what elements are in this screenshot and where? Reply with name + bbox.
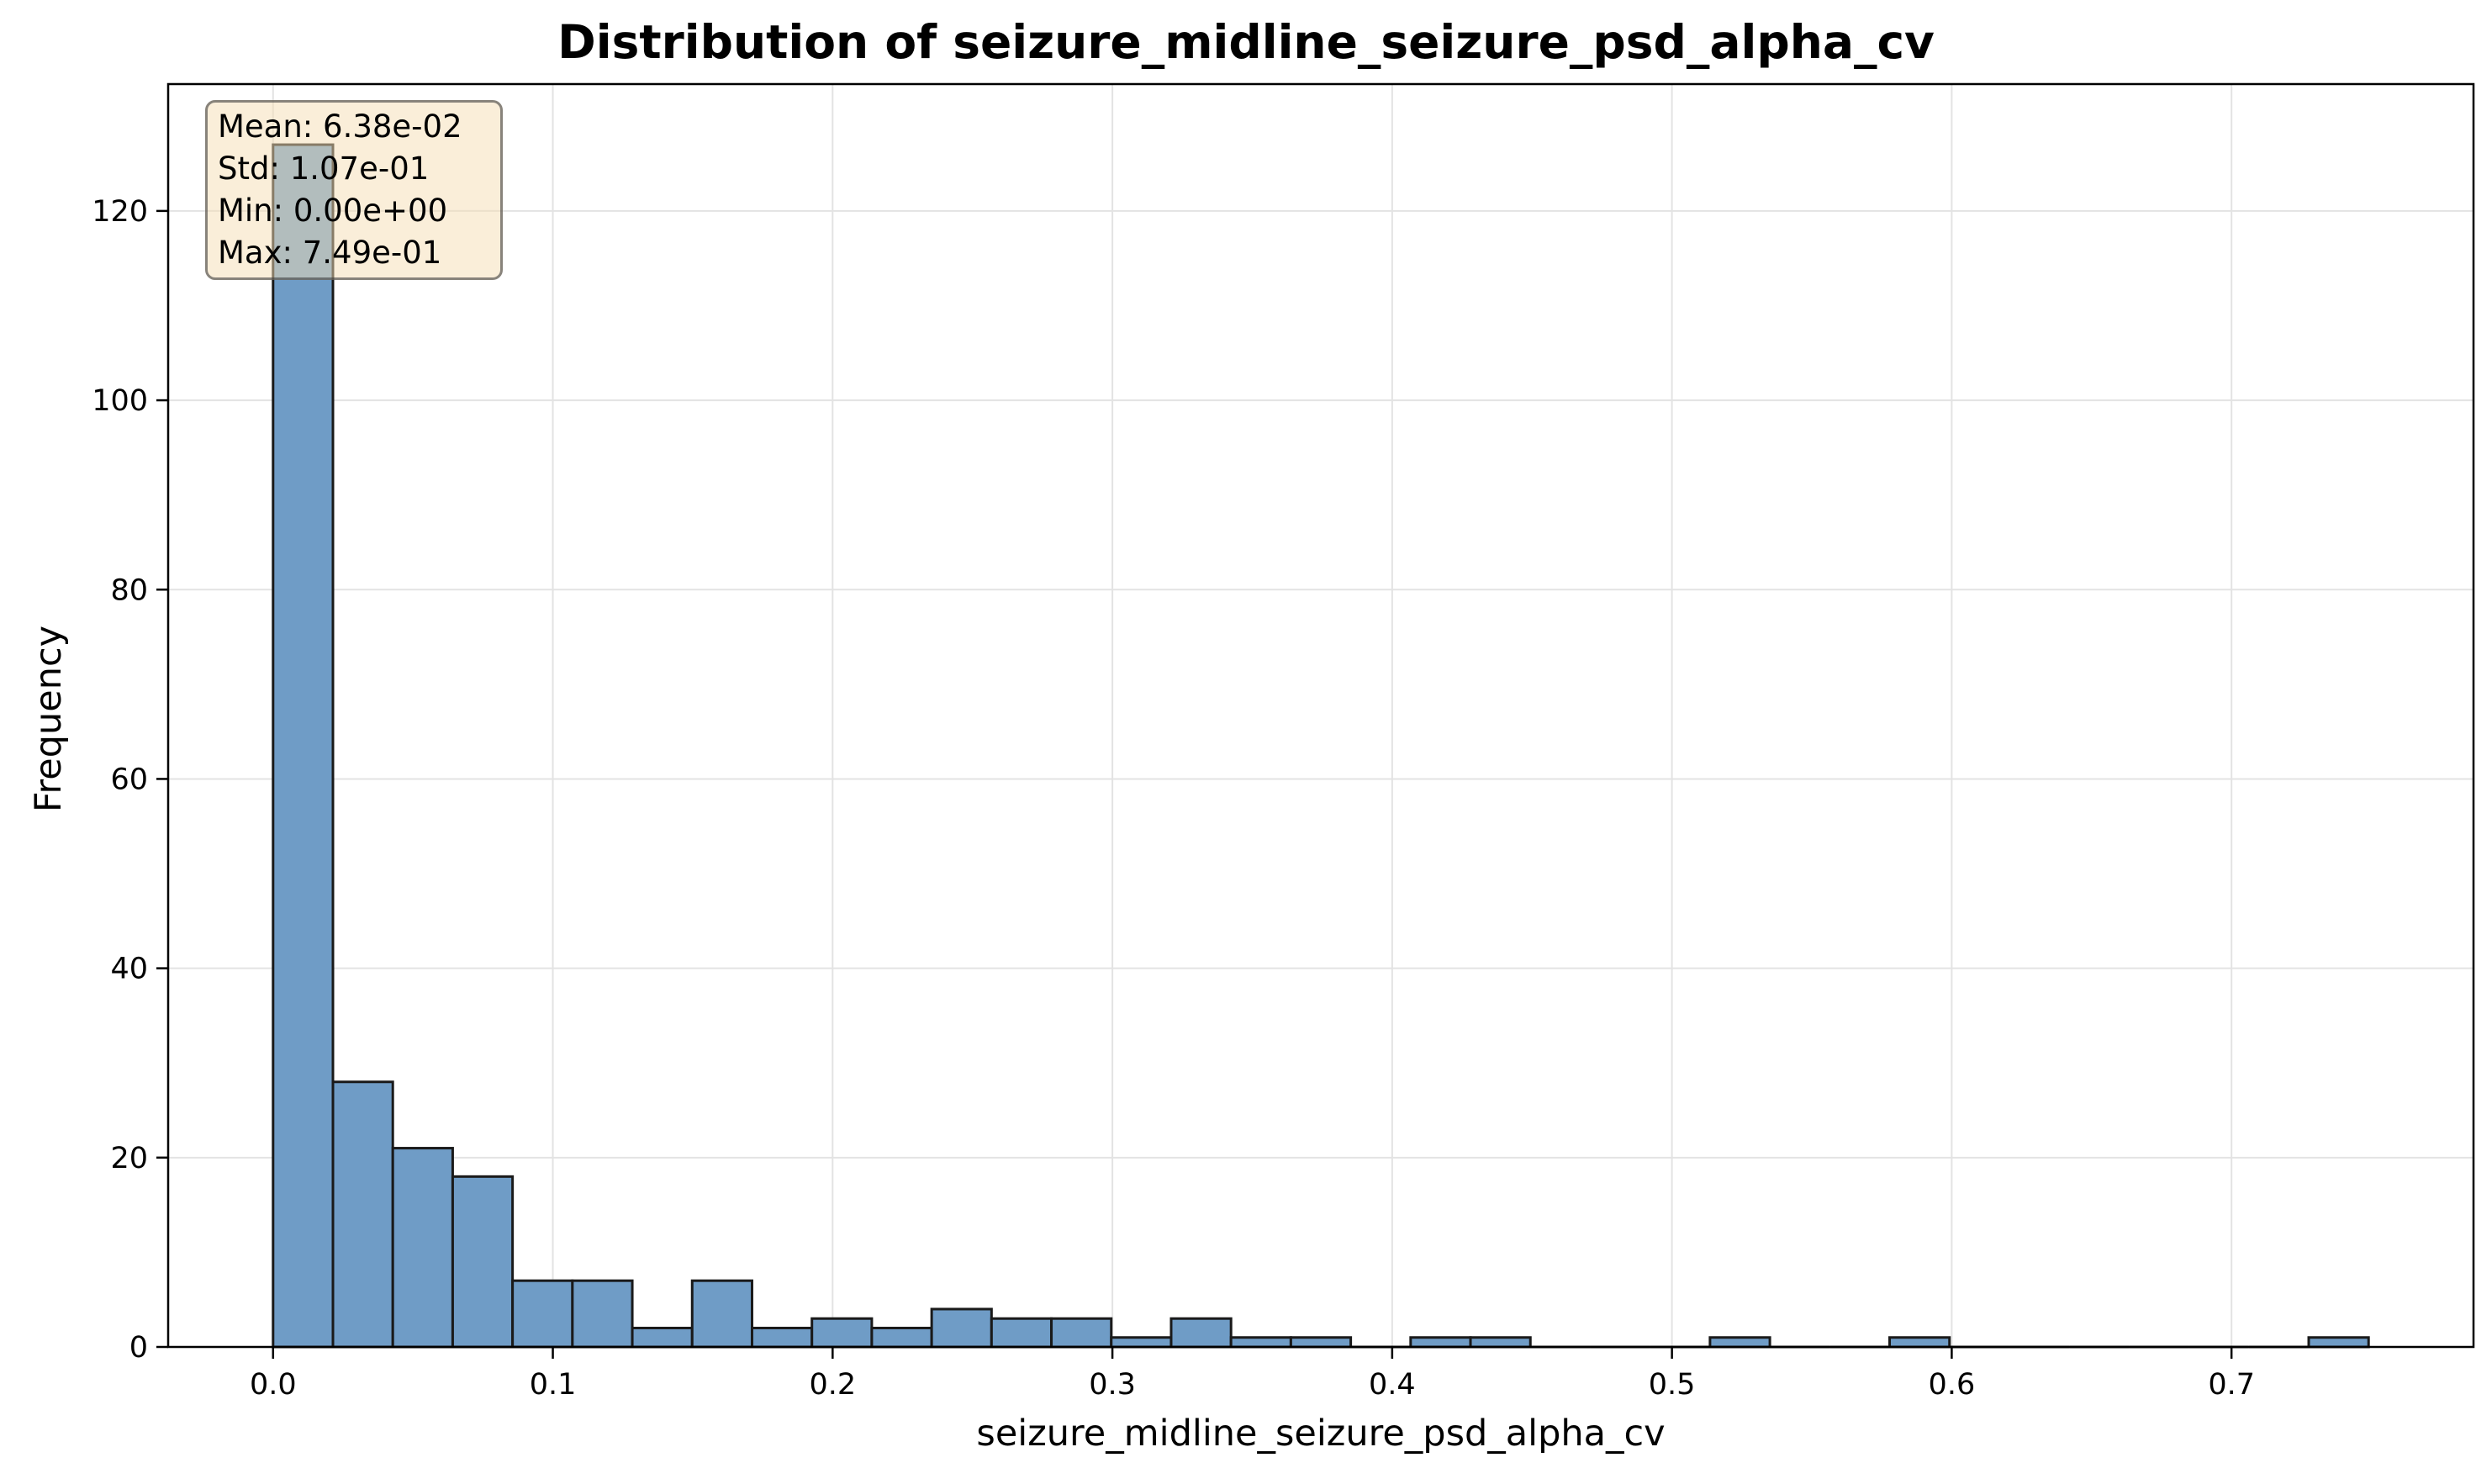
- histogram-bar: [1469, 1336, 1532, 1349]
- axes-frame: [166, 82, 2475, 1349]
- histogram-bar: [1409, 1336, 1472, 1349]
- histogram-bar: [1169, 1317, 1233, 1349]
- histogram-bar: [690, 1279, 753, 1349]
- x-tick-label: 0.6: [1929, 1368, 1976, 1402]
- y-tick-label: 60: [110, 763, 148, 796]
- histogram-bar: [870, 1326, 933, 1349]
- x-axis-label: seizure_midline_seizure_psd_alpha_cv: [976, 1413, 1666, 1455]
- stats-min: Min: 0.00e+00: [218, 193, 448, 229]
- y-tick-label: 80: [110, 573, 148, 607]
- x-tick-label: 0.0: [250, 1368, 297, 1402]
- histogram-bar: [1888, 1336, 1951, 1349]
- histogram-bar: [272, 143, 335, 1349]
- stats-std: Std: 1.07e-01: [218, 151, 430, 187]
- histogram-bar: [1229, 1336, 1292, 1349]
- histogram-bar: [1708, 1336, 1771, 1349]
- histogram-bar: [930, 1307, 993, 1349]
- histogram-bar: [810, 1317, 874, 1349]
- histogram-bar: [511, 1279, 574, 1349]
- histogram-bar: [1050, 1317, 1113, 1349]
- histogram-bar: [2307, 1336, 2370, 1349]
- stats-mean: Mean: 6.38e-02: [218, 108, 462, 145]
- y-tick-label: 0: [129, 1331, 148, 1365]
- chart-title: Distribution of seizure_midline_seizure_…: [557, 15, 1935, 69]
- y-tick-label: 40: [110, 953, 148, 986]
- x-tick-label: 0.5: [1649, 1368, 1696, 1402]
- histogram-bar: [451, 1175, 515, 1349]
- histogram-bar: [990, 1317, 1053, 1349]
- x-tick-label: 0.2: [809, 1368, 856, 1402]
- stats-box: Mean: 6.38e-02 Std: 1.07e-01 Min: 0.00e+…: [205, 100, 503, 280]
- x-tick-label: 0.1: [530, 1368, 577, 1402]
- y-axis-label: Frequency: [28, 625, 70, 813]
- stats-max: Max: 7.49e-01: [218, 235, 442, 271]
- x-tick-label: 0.4: [1369, 1368, 1416, 1402]
- histogram-bar: [750, 1326, 814, 1349]
- x-tick-label: 0.3: [1089, 1368, 1136, 1402]
- y-tick-label: 20: [110, 1142, 148, 1175]
- histogram-bar: [391, 1147, 454, 1349]
- histogram-bar: [571, 1279, 634, 1349]
- histogram-bar: [1110, 1336, 1173, 1349]
- histogram-bar: [631, 1326, 694, 1349]
- histogram-bar: [1289, 1336, 1353, 1349]
- y-tick-label: 100: [92, 384, 148, 418]
- histogram-bar: [331, 1080, 394, 1349]
- y-tick-label: 120: [92, 195, 148, 229]
- x-tick-label: 0.7: [2208, 1368, 2255, 1402]
